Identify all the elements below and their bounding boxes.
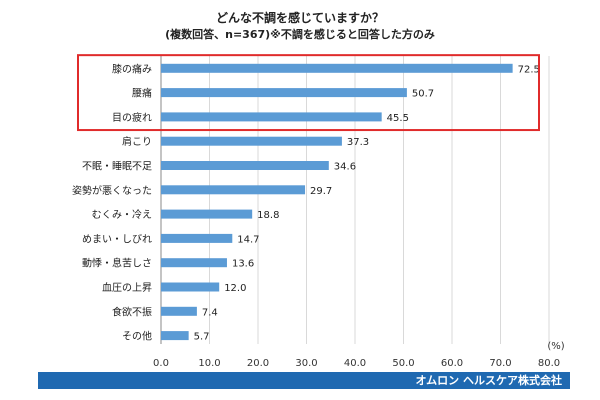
value-label: 12.0 xyxy=(224,283,246,294)
footer-banner: オムロン ヘルスケア株式会社 xyxy=(38,372,570,389)
x-tick-label: 10.0 xyxy=(198,358,220,369)
bar xyxy=(161,331,189,341)
bar-chart: 0.0 10.0 20.0 30.0 40.0 50.0 60.0 70.0 80.0 (%) 膝の… xyxy=(72,54,565,369)
category-label: 不眠・睡眠不足 xyxy=(82,160,152,173)
bar xyxy=(161,258,227,268)
category-label: むくみ・冷え xyxy=(92,208,152,221)
value-label: 29.7 xyxy=(310,186,332,197)
bar xyxy=(161,136,342,146)
x-tick-label: 40.0 xyxy=(344,358,366,369)
x-tick-label: 70.0 xyxy=(489,358,511,369)
x-tick-label: 60.0 xyxy=(441,358,463,369)
category-label: 肩こり xyxy=(122,135,152,148)
bar xyxy=(161,161,329,170)
category-label: 腰痛 xyxy=(132,87,152,100)
value-label: 7.4 xyxy=(202,307,218,318)
bar xyxy=(161,209,253,219)
value-label: 13.6 xyxy=(232,259,254,270)
value-label: 14.7 xyxy=(237,234,259,245)
x-unit-label: (%) xyxy=(547,341,564,352)
x-tick-label: 80.0 xyxy=(538,358,560,369)
category-label: 動悸・息苦しさ xyxy=(82,257,152,270)
x-tick-label: 50.0 xyxy=(392,358,414,369)
bar xyxy=(161,282,220,292)
bar xyxy=(161,306,197,316)
value-label: 34.6 xyxy=(334,162,356,173)
value-label: 18.8 xyxy=(257,210,279,221)
category-label: 食欲不振 xyxy=(112,305,152,318)
bar xyxy=(161,88,407,98)
value-label: 72.5 xyxy=(518,64,540,75)
highlight-box xyxy=(77,54,540,132)
x-tick-label: 0.0 xyxy=(153,358,169,369)
category-label: 血圧の上昇 xyxy=(102,281,152,294)
x-tick-label: 30.0 xyxy=(295,358,317,369)
value-label: 5.7 xyxy=(194,332,210,343)
value-label: 37.3 xyxy=(347,137,369,148)
category-label: 膝の痛み xyxy=(112,62,152,75)
bar xyxy=(161,63,513,73)
chart-title: どんな不調を感じていますか？ xyxy=(215,11,384,25)
bar xyxy=(161,233,233,243)
category-label: めまい・しびれ xyxy=(82,233,152,245)
x-tick-label: 20.0 xyxy=(247,358,269,369)
category-label: その他 xyxy=(122,330,152,343)
category-label: 姿勢が悪くなった xyxy=(72,184,152,197)
value-label: 45.5 xyxy=(387,113,409,124)
chart-subtitle: (複数回答、n=367)※不調を感じると回答した方のみ xyxy=(165,28,435,41)
category-label: 目の疲れ xyxy=(112,111,152,124)
bar xyxy=(161,185,306,195)
value-label: 50.7 xyxy=(412,89,434,100)
bar xyxy=(161,112,382,122)
